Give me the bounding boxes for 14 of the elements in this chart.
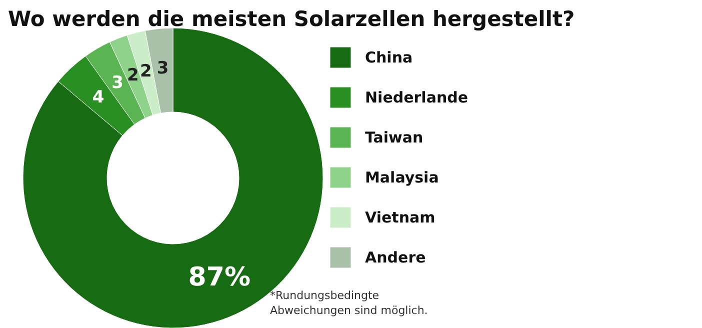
legend-label: China xyxy=(365,48,413,66)
legend-label: Malaysia xyxy=(365,168,439,186)
data-label: 3 xyxy=(112,73,124,94)
data-label: 4 xyxy=(92,87,104,108)
text: *Rundungsbedingte Abweichungen sind möglich. xyxy=(270,289,428,317)
legend-label: Vietnam xyxy=(365,208,436,226)
data-label: 2 xyxy=(140,61,152,82)
legend-label: Andere xyxy=(365,248,426,266)
data-label: 87% xyxy=(188,262,251,293)
legend-label: Taiwan xyxy=(365,128,424,146)
legend-label: Niederlande xyxy=(365,88,468,106)
data-label: 2 xyxy=(126,66,139,86)
data-label: 3 xyxy=(156,58,169,78)
chart-title: Wo werden die meisten Solarzellen hergestellt? xyxy=(8,7,575,31)
